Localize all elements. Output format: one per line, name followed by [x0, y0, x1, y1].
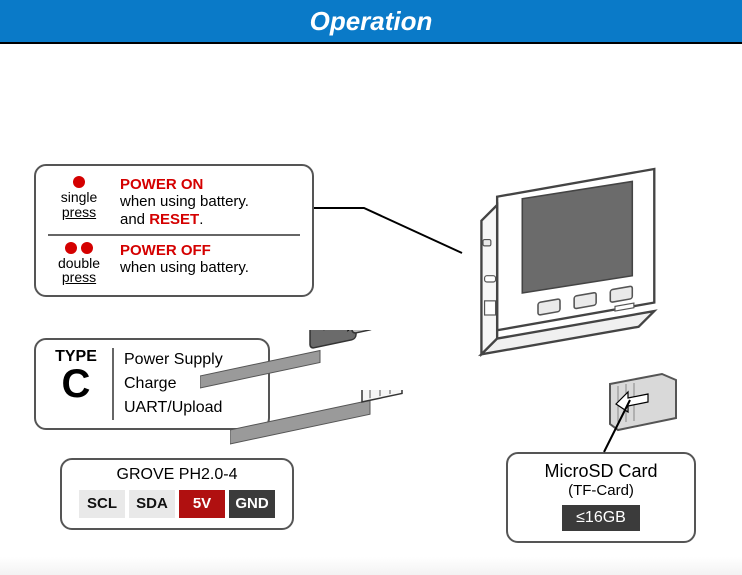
dot-icon: [73, 176, 85, 188]
double-press-row: double press POWER OFF when using batter…: [48, 242, 300, 285]
microsd-callout: MicroSD Card (TF-Card) ≤16GB: [506, 452, 696, 543]
grove-title: GROVE PH2.0-4: [72, 466, 282, 484]
single-press-label: single press: [48, 176, 110, 219]
double-press-dot-row: [48, 242, 110, 254]
device: [420, 150, 700, 370]
device-side-button: [483, 240, 491, 246]
button-press-callout: single press POWER ON when using battery…: [34, 164, 314, 297]
grove-pin-scl: SCL: [79, 490, 125, 518]
desc-text: .: [199, 211, 203, 228]
device-svg: [420, 150, 700, 370]
desc-text: and: [120, 211, 149, 228]
microsd-subtitle: (TF-Card): [518, 482, 684, 499]
microsd-capacity-text: ≤16GB: [576, 509, 626, 526]
grove-callout: GROVE PH2.0-4 SCL SDA 5V GND: [60, 458, 294, 530]
keyword-power-off: POWER OFF: [120, 242, 211, 259]
label-text: press: [62, 204, 96, 220]
label-text: double: [58, 255, 100, 271]
microsd-card: [602, 368, 698, 448]
double-press-desc: POWER OFF when using battery.: [120, 242, 249, 277]
dot-icon: [81, 242, 93, 254]
typec-label: TYPE C: [46, 348, 114, 420]
label-text: single: [61, 189, 98, 205]
device-typec-port: [485, 276, 496, 282]
microsd-title: MicroSD Card: [518, 462, 684, 482]
device-grove-port: [485, 301, 496, 315]
dot-icon: [65, 242, 77, 254]
single-press-desc: POWER ON when using battery. and RESET.: [120, 176, 249, 228]
desc-text: when using battery.: [120, 259, 249, 276]
bottom-fade: [0, 557, 742, 575]
header: Operation: [0, 0, 742, 44]
device-screen: [522, 181, 632, 293]
single-press-row: single press POWER ON when using battery…: [48, 176, 300, 228]
grove-cable: [230, 390, 450, 460]
microsd-svg: [602, 368, 698, 448]
desc-text: when using battery.: [120, 193, 249, 210]
typec-label-c: C: [46, 366, 106, 402]
label-text: press: [62, 269, 96, 285]
double-press-label: double press: [48, 242, 110, 285]
single-press-dot-row: [48, 176, 110, 188]
keyword-reset: RESET: [149, 211, 199, 228]
grove-pin-5v: 5V: [179, 490, 225, 518]
divider: [48, 234, 300, 236]
microsd-capacity: ≤16GB: [562, 505, 640, 531]
grove-pins: SCL SDA 5V GND: [72, 490, 282, 518]
header-title: Operation: [310, 6, 433, 37]
single-press-text: single press: [48, 190, 110, 219]
keyword-power-on: POWER ON: [120, 176, 203, 193]
grove-cable-svg: [230, 390, 450, 460]
grove-pin-gnd: GND: [229, 490, 275, 518]
double-press-text: double press: [48, 256, 110, 285]
grove-pin-sda: SDA: [129, 490, 175, 518]
